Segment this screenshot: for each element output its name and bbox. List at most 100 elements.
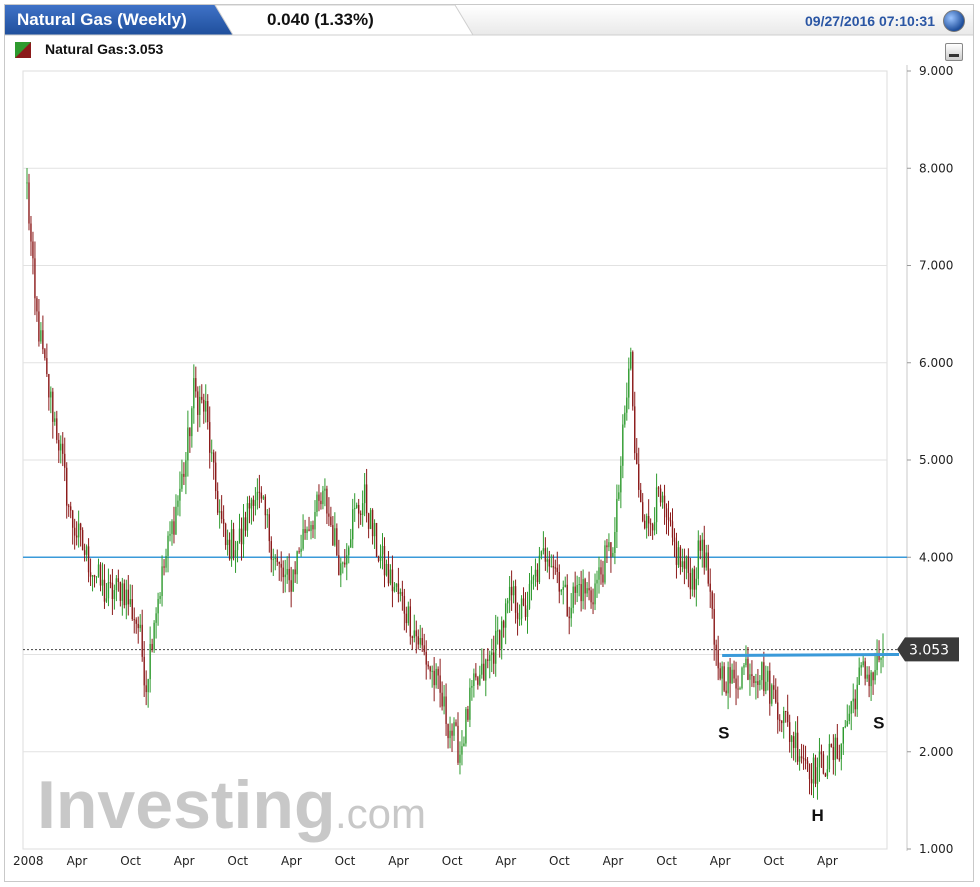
candle-body xyxy=(34,258,36,299)
candle-body xyxy=(83,550,86,555)
candle-body xyxy=(62,443,64,454)
candle-body xyxy=(224,523,227,546)
candle xyxy=(868,666,870,698)
candle xyxy=(214,451,217,500)
candle-body xyxy=(771,685,773,704)
candle-body xyxy=(489,655,491,661)
candle xyxy=(824,772,827,777)
candle-body xyxy=(308,529,310,531)
candle xyxy=(594,573,596,611)
minimize-button[interactable] xyxy=(945,43,963,61)
candle xyxy=(721,661,723,696)
candle-body xyxy=(743,665,745,668)
candle xyxy=(135,617,137,634)
candle xyxy=(526,591,529,634)
candle xyxy=(826,755,829,780)
candle-body xyxy=(361,503,364,515)
candle xyxy=(316,491,318,517)
candle xyxy=(816,757,819,800)
candle xyxy=(298,547,300,554)
candle xyxy=(516,602,519,636)
candle-body xyxy=(512,586,515,596)
candle xyxy=(216,482,219,516)
candle xyxy=(671,508,674,546)
candle-body xyxy=(87,546,90,573)
candle-body xyxy=(485,659,487,681)
candle-body xyxy=(435,668,437,686)
candle-body xyxy=(719,668,721,679)
candle-body xyxy=(173,521,175,535)
candle xyxy=(667,500,670,536)
candle xyxy=(878,640,880,663)
candle xyxy=(266,509,269,528)
candle-body xyxy=(546,559,549,562)
candle-body xyxy=(73,527,76,536)
candle xyxy=(260,486,263,503)
candle xyxy=(338,539,340,576)
candle xyxy=(771,683,773,707)
candle xyxy=(445,683,447,736)
candle-body xyxy=(731,669,733,684)
candle-body xyxy=(588,588,590,591)
candle-body xyxy=(828,743,831,770)
candle xyxy=(554,559,557,575)
candle-body xyxy=(320,500,322,505)
candle xyxy=(252,495,255,522)
candle-body xyxy=(137,623,139,629)
candle-body xyxy=(826,769,829,777)
candle xyxy=(528,572,531,610)
candle-body xyxy=(868,674,870,687)
candle xyxy=(73,518,76,550)
candle-body xyxy=(395,583,398,587)
candle-body xyxy=(574,586,576,593)
candle xyxy=(326,485,328,525)
candle xyxy=(711,590,713,619)
candle-body xyxy=(121,583,124,601)
candle xyxy=(844,719,846,729)
candle xyxy=(399,588,402,602)
candle-body xyxy=(143,656,145,686)
candle-body xyxy=(550,565,553,567)
candle xyxy=(628,357,630,410)
candle-body xyxy=(626,397,628,413)
candle-body xyxy=(389,569,392,584)
candle-body xyxy=(832,746,835,760)
candle xyxy=(812,753,815,799)
candle xyxy=(56,410,58,444)
candle-body xyxy=(524,605,527,617)
candle xyxy=(348,545,350,564)
candle xyxy=(393,582,396,593)
candle-body xyxy=(453,722,455,736)
candle xyxy=(500,616,503,660)
candle xyxy=(354,493,356,522)
candle xyxy=(175,494,177,535)
candle xyxy=(882,633,884,668)
candle xyxy=(846,704,848,727)
candle-body xyxy=(538,555,541,583)
candle-body xyxy=(757,681,759,685)
candle-body xyxy=(30,223,32,242)
candle xyxy=(64,437,66,482)
candle-body xyxy=(558,572,560,592)
candle xyxy=(510,570,513,611)
candle xyxy=(308,516,310,532)
candle xyxy=(48,373,50,411)
candle xyxy=(532,574,535,590)
candle xyxy=(647,499,650,537)
candle xyxy=(409,598,412,645)
candle xyxy=(290,566,292,608)
candle xyxy=(457,712,459,765)
candle-body xyxy=(226,539,229,546)
candle xyxy=(357,498,360,529)
candle-body xyxy=(522,598,525,606)
candle-body xyxy=(582,579,584,602)
candle xyxy=(747,647,749,681)
candle-body xyxy=(179,488,181,501)
candle-body xyxy=(568,616,570,619)
globe-icon[interactable] xyxy=(943,10,965,32)
candle xyxy=(379,544,382,569)
candle-body xyxy=(294,569,296,575)
candle-body xyxy=(520,598,523,619)
candle xyxy=(689,557,692,600)
candle-body xyxy=(691,569,694,590)
